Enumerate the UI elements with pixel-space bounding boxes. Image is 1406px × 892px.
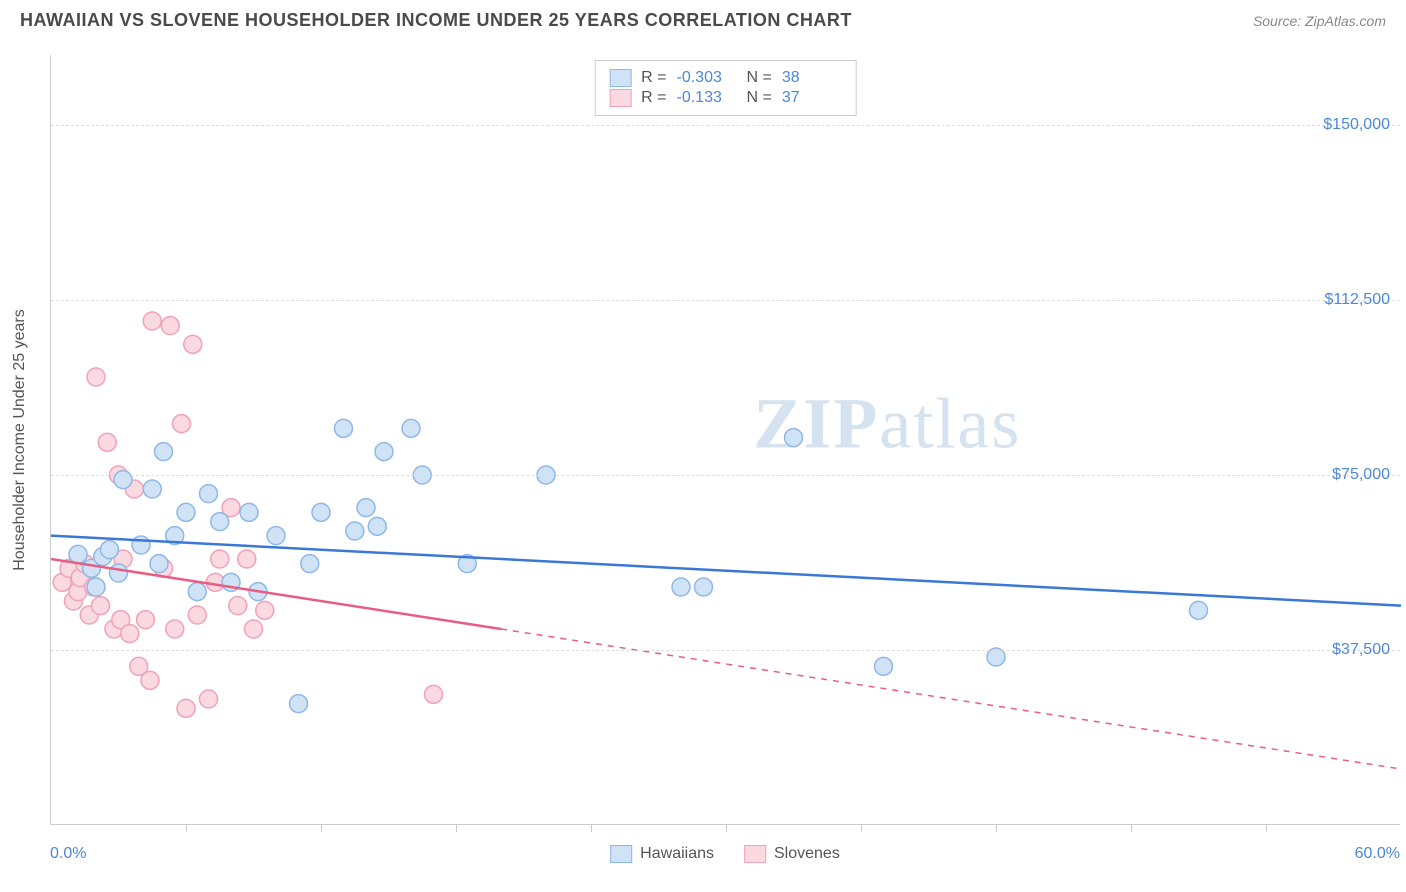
scatter-point bbox=[173, 415, 191, 433]
scatter-point bbox=[695, 578, 713, 596]
chart-container: ZIPatlas R = -0.303 N = 38 R = -0.133 N … bbox=[50, 55, 1400, 825]
scatter-point bbox=[211, 550, 229, 568]
scatter-point bbox=[335, 419, 353, 437]
swatch-hawaiians bbox=[609, 69, 631, 87]
scatter-point bbox=[141, 671, 159, 689]
scatter-point bbox=[150, 555, 168, 573]
scatter-point bbox=[87, 368, 105, 386]
scatter-point bbox=[137, 611, 155, 629]
stats-row-hawaiians: R = -0.303 N = 38 bbox=[609, 69, 842, 87]
scatter-point bbox=[143, 312, 161, 330]
x-label-start: 0.0% bbox=[50, 845, 86, 863]
stats-box: R = -0.303 N = 38 R = -0.133 N = 37 bbox=[594, 60, 857, 116]
n-label: N = bbox=[747, 69, 772, 87]
scatter-point bbox=[177, 503, 195, 521]
scatter-point bbox=[229, 597, 247, 615]
swatch-slovenes bbox=[609, 89, 631, 107]
ytick-label: $75,000 bbox=[1332, 466, 1390, 484]
ytick-label: $150,000 bbox=[1323, 116, 1390, 134]
r-value-slovenes: -0.133 bbox=[677, 89, 737, 107]
scatter-point bbox=[114, 471, 132, 489]
scatter-point bbox=[143, 480, 161, 498]
gridline bbox=[51, 125, 1400, 126]
scatter-point bbox=[875, 657, 893, 675]
gridline bbox=[51, 475, 1400, 476]
chart-header: HAWAIIAN VS SLOVENE HOUSEHOLDER INCOME U… bbox=[0, 0, 1406, 31]
gridline bbox=[51, 300, 1400, 301]
scatter-point bbox=[346, 522, 364, 540]
y-axis-label: Householder Income Under 25 years bbox=[11, 309, 29, 570]
scatter-point bbox=[368, 517, 386, 535]
legend-item-hawaiians: Hawaiians bbox=[610, 845, 714, 863]
scatter-point bbox=[211, 513, 229, 531]
scatter-point bbox=[98, 433, 116, 451]
scatter-point bbox=[290, 695, 308, 713]
n-label: N = bbox=[747, 89, 772, 107]
scatter-point bbox=[101, 541, 119, 559]
scatter-point bbox=[238, 550, 256, 568]
legend-label-hawaiians: Hawaiians bbox=[640, 845, 714, 863]
r-label: R = bbox=[641, 89, 666, 107]
plot-area: ZIPatlas R = -0.303 N = 38 R = -0.133 N … bbox=[50, 55, 1400, 825]
scatter-point bbox=[110, 564, 128, 582]
scatter-point bbox=[121, 625, 139, 643]
scatter-point bbox=[69, 545, 87, 563]
legend-swatch-hawaiians bbox=[610, 845, 632, 863]
scatter-point bbox=[402, 419, 420, 437]
chart-title: HAWAIIAN VS SLOVENE HOUSEHOLDER INCOME U… bbox=[20, 10, 852, 31]
scatter-point bbox=[166, 620, 184, 638]
scatter-point bbox=[87, 578, 105, 596]
xtick bbox=[996, 824, 997, 832]
n-value-slovenes: 37 bbox=[782, 89, 842, 107]
scatter-point bbox=[184, 335, 202, 353]
legend-label-slovenes: Slovenes bbox=[774, 845, 840, 863]
scatter-point bbox=[672, 578, 690, 596]
scatter-point bbox=[161, 317, 179, 335]
scatter-point bbox=[301, 555, 319, 573]
xtick bbox=[1266, 824, 1267, 832]
scatter-point bbox=[312, 503, 330, 521]
xtick bbox=[1131, 824, 1132, 832]
scatter-point bbox=[267, 527, 285, 545]
scatter-point bbox=[200, 485, 218, 503]
xtick bbox=[321, 824, 322, 832]
gridline bbox=[51, 650, 1400, 651]
chart-source: Source: ZipAtlas.com bbox=[1253, 13, 1386, 29]
stats-row-slovenes: R = -0.133 N = 37 bbox=[609, 89, 842, 107]
xtick bbox=[456, 824, 457, 832]
xtick bbox=[591, 824, 592, 832]
scatter-point bbox=[785, 429, 803, 447]
xtick bbox=[726, 824, 727, 832]
x-label-end: 60.0% bbox=[1355, 845, 1400, 863]
scatter-point bbox=[1190, 601, 1208, 619]
scatter-point bbox=[375, 443, 393, 461]
scatter-point bbox=[92, 597, 110, 615]
scatter-point bbox=[425, 685, 443, 703]
r-label: R = bbox=[641, 69, 666, 87]
scatter-point bbox=[240, 503, 258, 521]
scatter-point bbox=[155, 443, 173, 461]
xtick bbox=[861, 824, 862, 832]
scatter-point bbox=[188, 606, 206, 624]
xtick bbox=[186, 824, 187, 832]
ytick-label: $112,500 bbox=[1324, 291, 1390, 309]
scatter-point bbox=[357, 499, 375, 517]
scatter-point bbox=[132, 536, 150, 554]
legend-swatch-slovenes bbox=[744, 845, 766, 863]
scatter-point bbox=[177, 699, 195, 717]
scatter-plot-svg bbox=[51, 55, 1401, 825]
scatter-point bbox=[256, 601, 274, 619]
legend-item-slovenes: Slovenes bbox=[744, 845, 840, 863]
r-value-hawaiians: -0.303 bbox=[677, 69, 737, 87]
ytick-label: $37,500 bbox=[1332, 641, 1390, 659]
scatter-point bbox=[245, 620, 263, 638]
n-value-hawaiians: 38 bbox=[782, 69, 842, 87]
scatter-point bbox=[200, 690, 218, 708]
scatter-point bbox=[188, 583, 206, 601]
legend: Hawaiians Slovenes bbox=[610, 845, 840, 863]
